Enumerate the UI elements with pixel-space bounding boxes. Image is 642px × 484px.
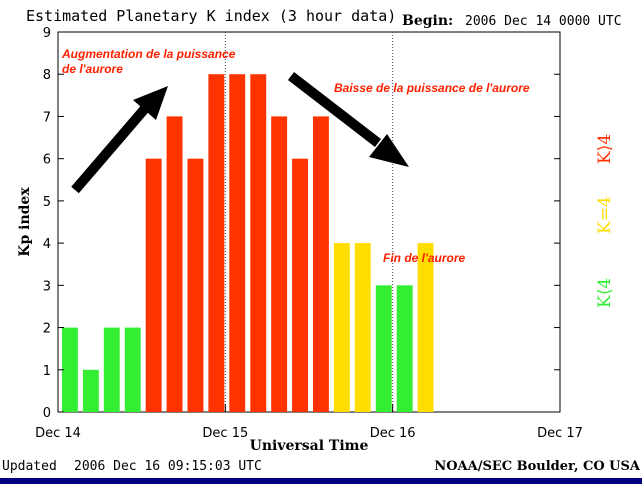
kp-bar [208,74,225,412]
x-axis-label: Universal Time [250,438,369,454]
y-tick-label: 7 [43,110,51,125]
legend-storm: K⟩4 [595,134,615,164]
kp-bar [166,116,183,413]
y-tick-label: 9 [43,26,51,41]
kp-bar [292,158,308,412]
begin-value: 2006 Dec 14 0000 UTC [465,14,622,29]
kp-bar [313,116,329,413]
chart-title: Estimated Planetary K index (3 hour data… [26,7,396,25]
y-tick-label: 6 [43,153,51,168]
plot-frame [57,31,561,413]
kp-bar [333,243,350,412]
y-tick-label: 1 [43,364,51,379]
y-tick-label: 5 [43,195,51,210]
grid-lines [224,32,394,412]
kp-bar [103,327,120,412]
kp-bar [145,158,162,412]
kp-bar [124,327,141,412]
kp-bar [417,243,434,412]
y-axis: 0 1 2 3 4 5 6 7 8 9 [43,26,560,421]
legend-threshold: K=4 [595,196,615,234]
x-tick-label: Dec 16 [370,426,416,441]
kp-bar [229,74,246,412]
source-credit: NOAA/SEC Boulder, CO USA [434,459,641,474]
begin-label: Begin: [402,13,453,29]
annotation-decline: Baisse de la puissance de l'aurore [334,81,530,95]
kp-bar [82,369,99,412]
y-tick-label: 3 [43,279,51,294]
y-tick-label: 0 [43,406,51,421]
legend-low: K⟨4 [595,278,615,308]
x-tick-label: Dec 15 [202,426,248,441]
updated-label: Updated [2,459,57,474]
bottom-strip [0,478,642,484]
kp-bar [375,285,392,412]
y-tick-label: 8 [43,68,51,83]
x-axis: Dec 14 Dec 15 Dec 16 Dec 17 [35,404,583,441]
kp-bar [396,285,413,412]
decline-arrow-icon [287,72,409,167]
kp-bar [354,243,371,412]
updated-value: 2006 Dec 16 09:15:03 UTC [74,459,262,474]
annotation-rise-line1: Augmentation de la puissance [61,47,236,61]
y-axis-label: Kp index [17,187,33,257]
kp-bar [271,116,288,413]
y-tick-label: 2 [43,322,51,337]
kp-bar [187,158,204,412]
rise-arrow-icon [71,86,168,194]
y-tick-label: 4 [43,237,51,252]
bars [62,74,434,413]
kp-bar [62,327,78,412]
annotation-rise-line2: de l'aurore [62,62,123,76]
annotation-end: Fin de l'aurore [383,251,466,265]
x-tick-label: Dec 17 [537,426,583,441]
kp-bar [250,74,267,412]
x-tick-label: Dec 14 [35,426,81,441]
